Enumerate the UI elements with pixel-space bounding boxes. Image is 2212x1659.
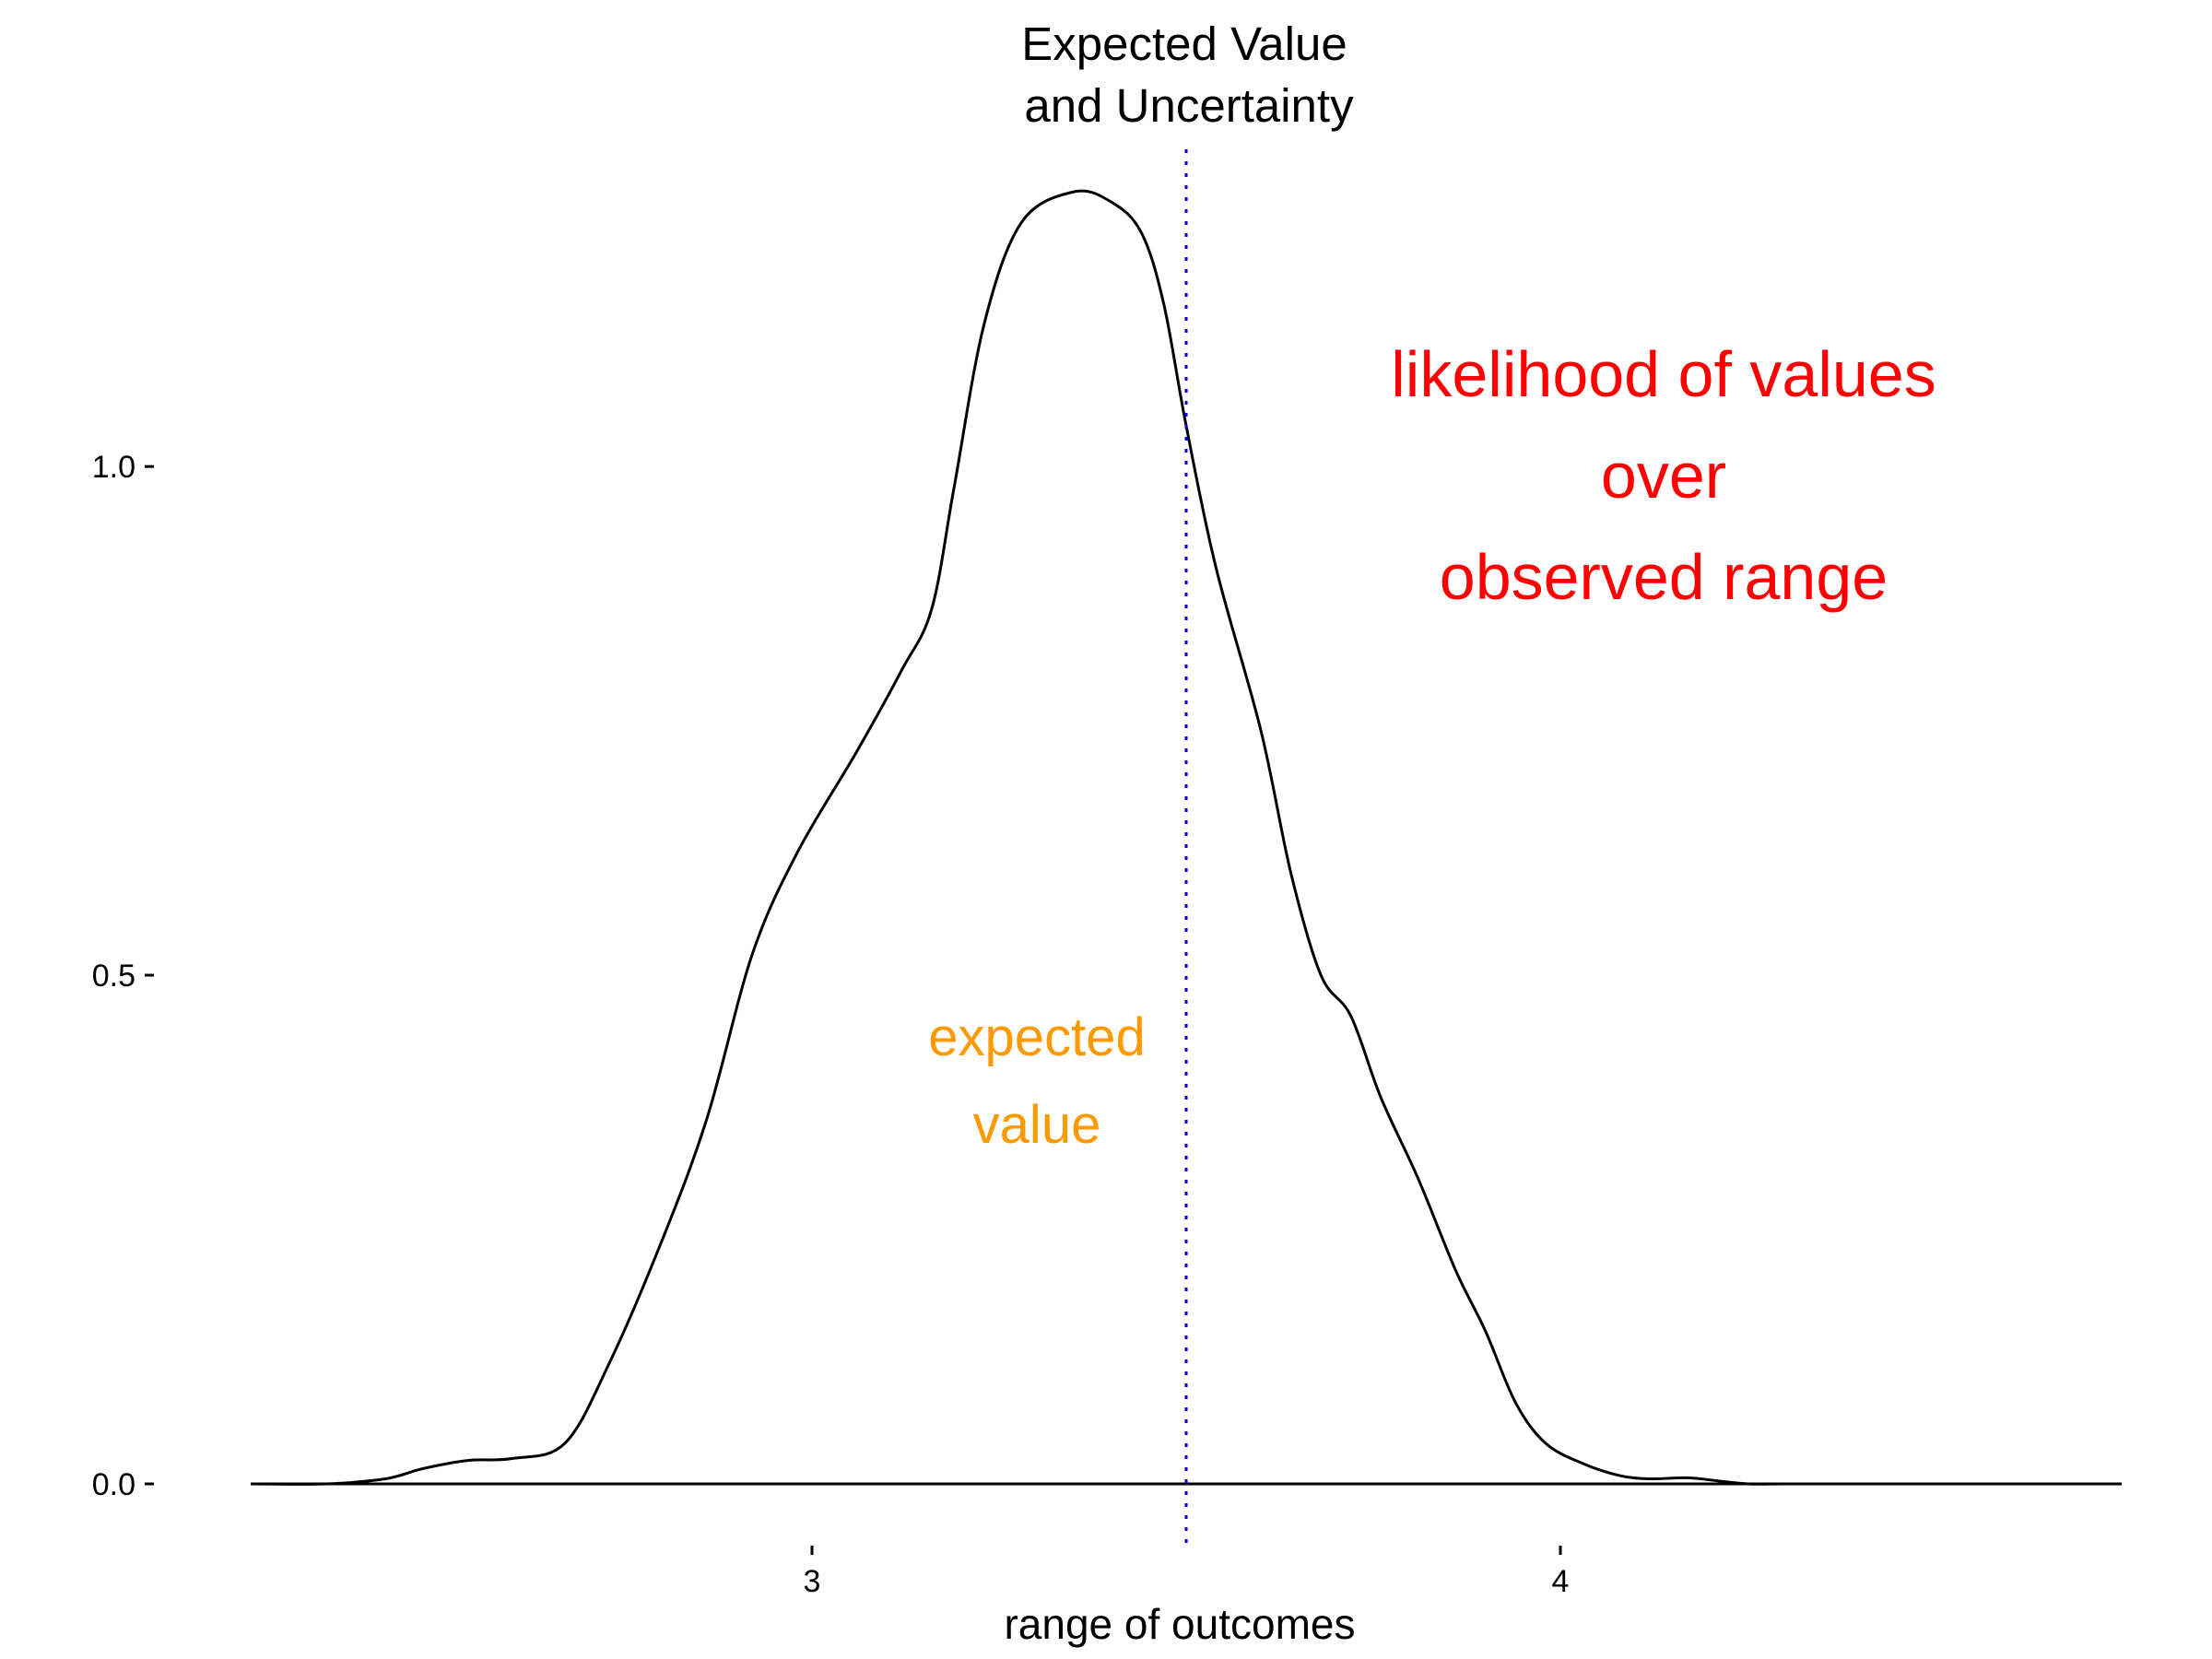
expected-value-annotation-line-1: expected (928, 1007, 1145, 1067)
x-axis-title: range of outcomes (1004, 1600, 1355, 1648)
expected-value-annotation-line-2: value (973, 1095, 1101, 1155)
y-tick-label: 0.5 (92, 959, 135, 994)
y-tick-label: 1.0 (92, 450, 135, 485)
y-axis: 0.0 0.5 1.0 (92, 450, 154, 1502)
likelihood-annotation-line-3: observed range (1440, 541, 1888, 613)
x-tick-label: 3 (804, 1564, 821, 1599)
expected-value-annotation: expected value (928, 1007, 1145, 1155)
likelihood-annotation-line-2: over (1601, 440, 1726, 512)
density-curve (250, 189, 2122, 1486)
y-tick-label: 0.0 (92, 1467, 135, 1502)
chart-title-line-1: Expected Value (1021, 18, 1347, 70)
likelihood-annotation-line-1: likelihood of values (1391, 338, 1936, 410)
likelihood-annotation: likelihood of values over observed range (1391, 338, 1936, 613)
chart-title-line-2: and Uncertainty (1024, 79, 1354, 132)
x-tick-label: 4 (1552, 1564, 1570, 1599)
